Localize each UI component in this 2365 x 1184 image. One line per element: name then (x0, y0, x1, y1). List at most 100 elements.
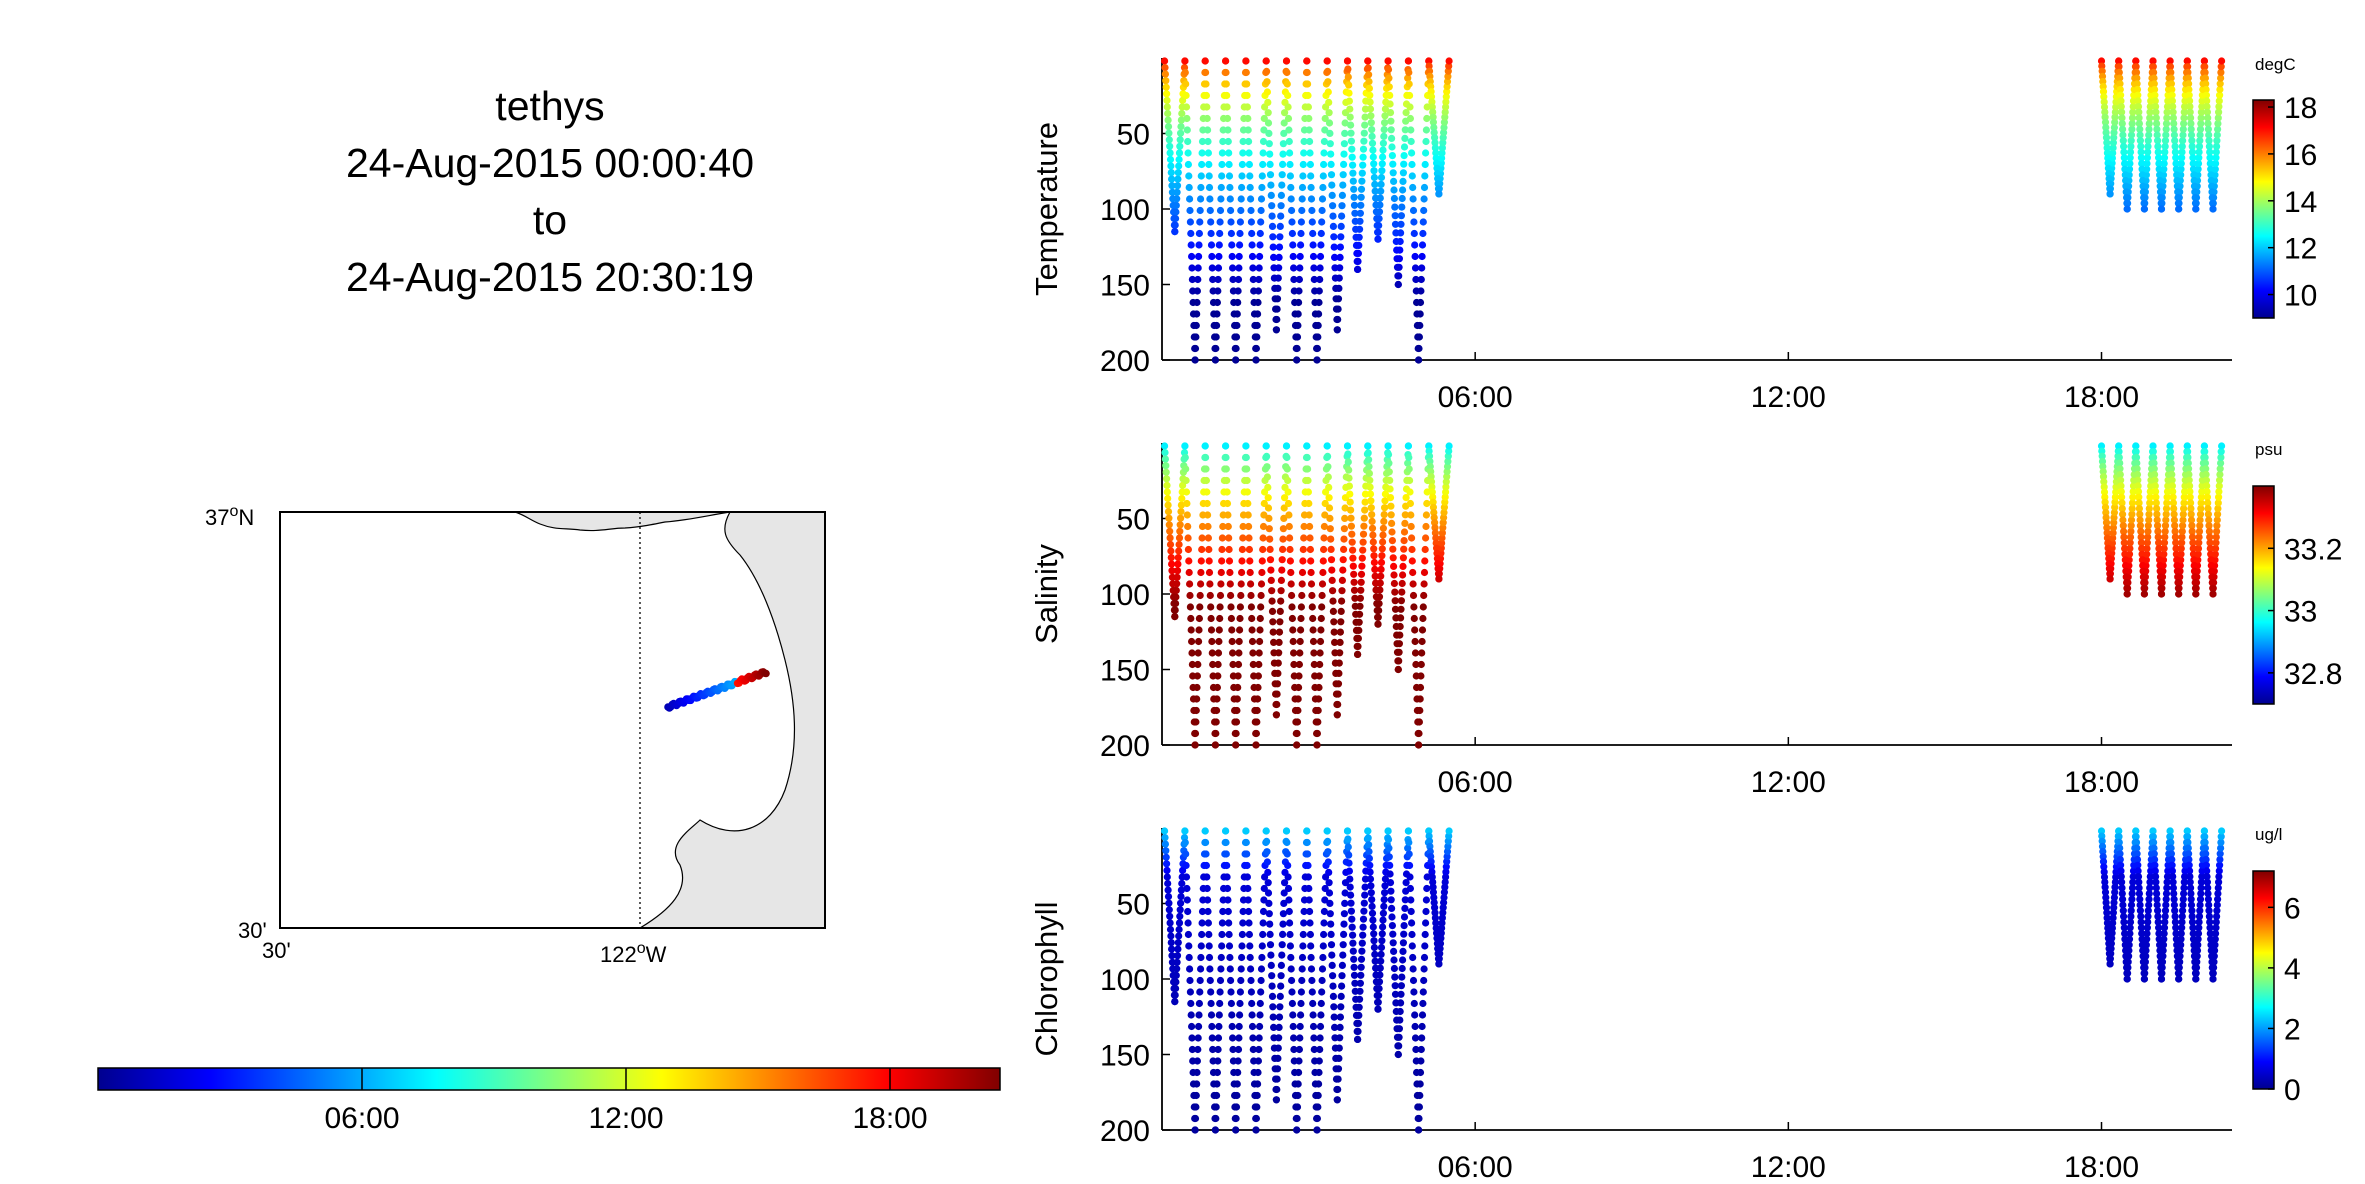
data-point (1183, 499, 1191, 508)
data-point (2187, 901, 2196, 909)
data-point (1247, 206, 1255, 215)
data-point (1227, 591, 1235, 600)
data-point (1269, 1003, 1277, 1011)
data-point (1289, 1022, 1297, 1031)
data-point (2174, 964, 2182, 972)
data-point (1292, 333, 1300, 341)
data-point (2212, 539, 2220, 547)
data-point (2196, 510, 2205, 518)
data-point (1423, 103, 1431, 111)
data-point (1205, 172, 1213, 180)
data-point (1225, 149, 1233, 157)
data-point (1404, 827, 1412, 835)
data-point (1276, 1003, 1284, 1011)
data-point (1244, 499, 1252, 508)
data-point (1401, 519, 1409, 528)
colorbar-tick-label: 4 (2284, 953, 2301, 986)
data-point (1345, 474, 1353, 482)
data-point (1188, 1034, 1196, 1042)
data-point (1165, 129, 1173, 137)
data-point (1231, 729, 1239, 738)
data-point (1223, 861, 1231, 870)
data-point (1349, 947, 1357, 955)
data-point (1284, 91, 1292, 100)
data-point (1411, 241, 1419, 249)
data-point (1244, 511, 1252, 519)
data-point (1407, 896, 1415, 904)
data-point (1264, 119, 1273, 127)
data-point (2190, 941, 2198, 949)
data-point (1380, 126, 1388, 134)
data-point (2208, 188, 2216, 196)
data-point (1333, 315, 1341, 324)
data-point (1311, 298, 1319, 307)
data-point (1287, 965, 1295, 973)
data-point (1359, 923, 1367, 931)
data-point (2138, 935, 2146, 943)
data-point (1373, 221, 1381, 230)
data-point (2170, 131, 2178, 139)
data-point (1279, 910, 1287, 918)
data-point (2215, 482, 2223, 490)
data-point (2181, 873, 2189, 881)
data-point (1371, 187, 1379, 195)
data-point (1391, 973, 1399, 981)
data-point (1344, 73, 1352, 81)
data-point (1394, 1042, 1402, 1050)
data-point (2195, 527, 2204, 536)
data-point (1190, 333, 1198, 341)
data-point (1237, 976, 1245, 985)
data-point (2098, 837, 2106, 845)
data-point (1320, 907, 1328, 916)
data-point (1405, 465, 1413, 473)
data-point (1243, 873, 1251, 881)
data-point (1164, 879, 1172, 888)
data-point (1197, 183, 1205, 192)
data-point (2169, 114, 2177, 122)
data-point (2194, 929, 2203, 938)
data-point (1207, 614, 1215, 623)
data-point (1171, 998, 1179, 1006)
data-point (1304, 103, 1312, 111)
data-point (1283, 68, 1291, 77)
data-point (1308, 976, 1316, 985)
data-point (1264, 889, 1273, 897)
data-point (1228, 626, 1236, 634)
data-point (2115, 453, 2123, 461)
data-point (1412, 275, 1420, 284)
data-point (1368, 132, 1376, 140)
data-point (1386, 109, 1395, 117)
data-point (2205, 142, 2213, 150)
data-point (1336, 1013, 1344, 1021)
data-point (1278, 566, 1286, 574)
data-point (1272, 305, 1280, 313)
data-point (1299, 557, 1307, 565)
data-point (2163, 873, 2172, 881)
data-point (1169, 965, 1177, 973)
data-point (2170, 901, 2178, 909)
data-point (1349, 161, 1357, 169)
data-point (1371, 572, 1379, 580)
data-point (1224, 126, 1232, 134)
data-point (1265, 899, 1273, 908)
data-point (1374, 620, 1382, 628)
data-point (2146, 499, 2154, 507)
data-point (1360, 522, 1368, 530)
data-point (1327, 171, 1336, 179)
data-point (1384, 442, 1392, 450)
data-point (2099, 858, 2108, 866)
data-point (1201, 442, 1209, 450)
data-point (1337, 992, 1345, 1001)
data-point (1207, 229, 1215, 238)
data-point (1291, 321, 1300, 330)
data-point (1326, 129, 1334, 137)
data-point (1389, 930, 1397, 938)
data-point (1279, 920, 1287, 928)
data-point (1444, 842, 1452, 851)
data-point (1368, 909, 1377, 917)
data-point (2132, 833, 2140, 841)
data-point (2126, 918, 2135, 926)
data-point (1410, 988, 1418, 996)
data-point (1275, 628, 1284, 636)
data-point (2201, 838, 2209, 847)
